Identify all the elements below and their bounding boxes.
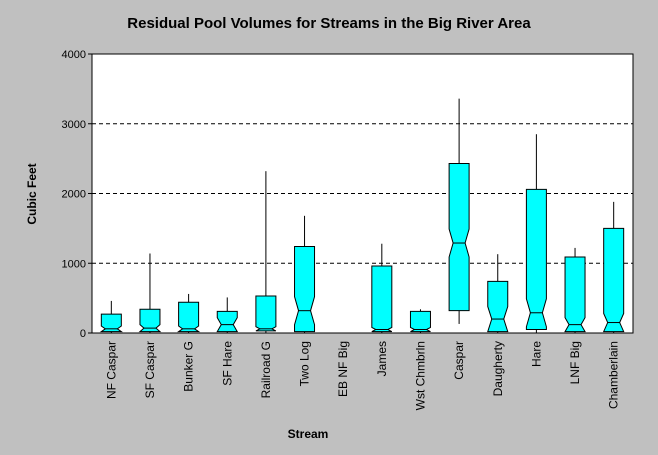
box-group <box>602 201 625 333</box>
x-axis-label: Stream <box>288 427 329 441</box>
y-axis-label: Cubic Feet <box>25 163 39 224</box>
box <box>99 313 123 333</box>
x-category-label: Wst Chmbrln <box>413 341 427 410</box>
y-tick-label: 4000 <box>62 49 86 61</box>
box <box>294 246 316 333</box>
x-category-label: James <box>375 341 389 376</box>
y-tick-label: 2000 <box>62 189 86 201</box>
y-tick-label: 3000 <box>62 119 86 131</box>
box <box>525 188 547 331</box>
x-category-label: SF Caspar <box>143 341 157 398</box>
x-category-label: Two Log <box>298 341 312 386</box>
x-category-label: EB NF Big <box>336 341 350 397</box>
box <box>487 280 509 333</box>
box-group <box>448 98 470 324</box>
box <box>255 295 277 332</box>
x-category-label: Daugherty <box>491 341 505 396</box>
box <box>448 163 470 312</box>
x-axis-categories: NF Caspar SF Caspar Bunker G SF Hare Railroa… <box>104 341 620 411</box>
x-category-label: Railroad G <box>259 341 273 398</box>
box <box>177 301 201 333</box>
box <box>371 265 393 333</box>
box-group <box>294 215 316 333</box>
x-category-label: Chamberlain <box>607 341 621 409</box>
y-tick-label: 1000 <box>62 258 86 270</box>
y-tick-label: 0 <box>80 328 86 340</box>
box <box>602 227 625 333</box>
x-category-label: Hare <box>529 341 543 367</box>
box-group <box>564 247 586 333</box>
box-group <box>409 309 431 333</box>
x-category-label: Bunker G <box>182 341 196 392</box>
y-axis-ticks: 0 1000 2000 3000 4000 <box>62 49 92 340</box>
boxes <box>99 98 625 333</box>
box <box>564 256 586 333</box>
box-group <box>487 254 509 333</box>
box-group <box>138 253 162 333</box>
box-group <box>255 171 277 333</box>
box <box>216 310 239 333</box>
plot-area <box>91 53 634 334</box>
x-category-label: Caspar <box>452 341 466 380</box>
x-category-label: NF Caspar <box>104 341 118 399</box>
box <box>409 310 431 333</box>
box-group <box>99 300 123 333</box>
box <box>138 308 162 333</box>
box-group <box>371 243 393 333</box>
box-group <box>216 297 239 333</box>
x-category-label: LNF Big <box>568 341 582 384</box>
box-group <box>525 134 547 333</box>
x-category-label: SF Hare <box>220 341 234 386</box>
box-group <box>177 293 201 333</box>
chart-title: Residual Pool Volumes for Streams in the… <box>127 15 531 32</box>
